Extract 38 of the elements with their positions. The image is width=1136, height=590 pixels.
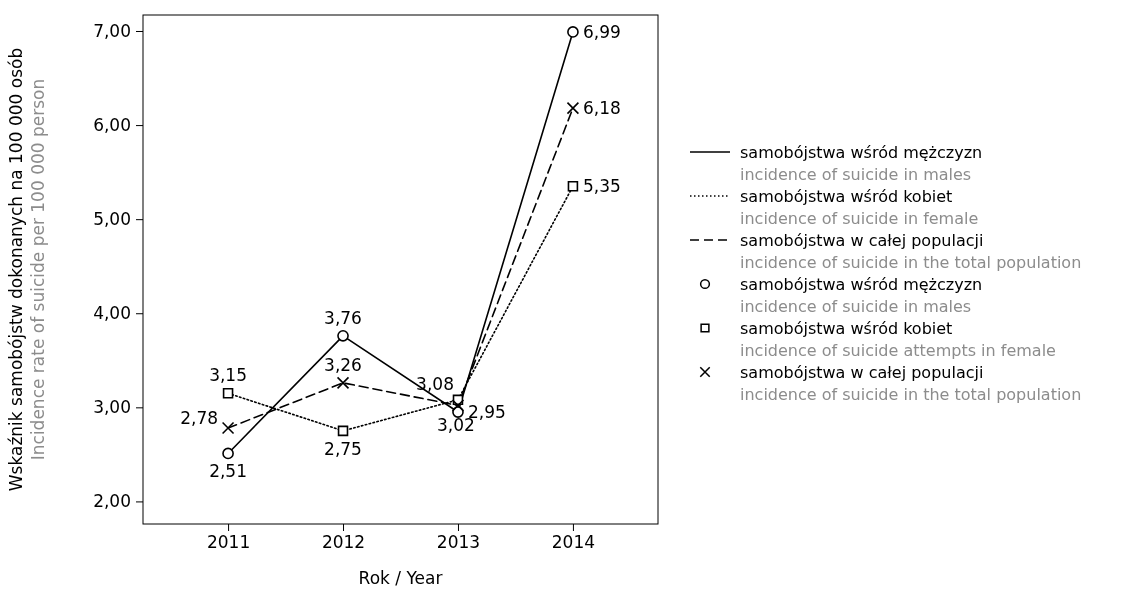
data-label: 3,08 [416,373,454,394]
point [221,421,235,435]
point [337,329,349,342]
data-label: 3,26 [324,354,362,375]
y-tick-label: 2,00 [93,491,131,512]
y-tick-label: 5,00 [93,209,131,230]
point [336,376,350,390]
data-label: 2,78 [180,408,219,429]
data-label: 3,15 [209,365,247,386]
legend-label: samobójstwa w całej populacji incidence of suicide in the total population [740,231,1082,272]
y-axis-title: Wskaźnik samobójstw dokonanych na 100 000 osób Incidence rate of suicide per 100 000 person [6,47,48,492]
y-tick-label: 4,00 [93,303,131,324]
point [567,26,579,38]
x-axis-title: Rok / Year [358,568,443,588]
point [222,447,234,460]
y-tick-label: 3,00 [93,397,131,418]
point [337,425,349,437]
y-tick-label: 6,00 [93,115,131,136]
data-label: 3,76 [324,307,362,328]
x-tick-label: 2014 [551,532,596,553]
legend-label: samobójstwa wśród kobiet incidence of suicide attempts in female [740,319,1056,360]
data-label: 2,75 [324,438,362,459]
legend-label: samobójstwa wśród mężczyzn incidence of suicide in males [740,143,983,184]
x-tick-label: 2013 [436,532,481,553]
point [567,180,579,192]
point [222,387,234,399]
point [451,399,465,412]
data-label: 6,99 [582,21,621,42]
legend-label: samobójstwa w całej populacji incidence of suicide in the total population [740,363,1082,404]
legend-label: samobójstwa wśród kobiet incidence of suicide in female [740,187,979,228]
data-label: 2,51 [209,461,247,482]
x-tick-label: 2012 [321,532,366,553]
x-tick-label: 2011 [206,532,251,553]
data-label: 5,35 [582,176,621,197]
y-tick-label: 7,00 [93,20,131,41]
legend-label: samobójstwa wśród mężczyzn incidence of suicide in males [740,275,983,316]
point [566,101,580,115]
data-label: 6,18 [582,98,621,119]
